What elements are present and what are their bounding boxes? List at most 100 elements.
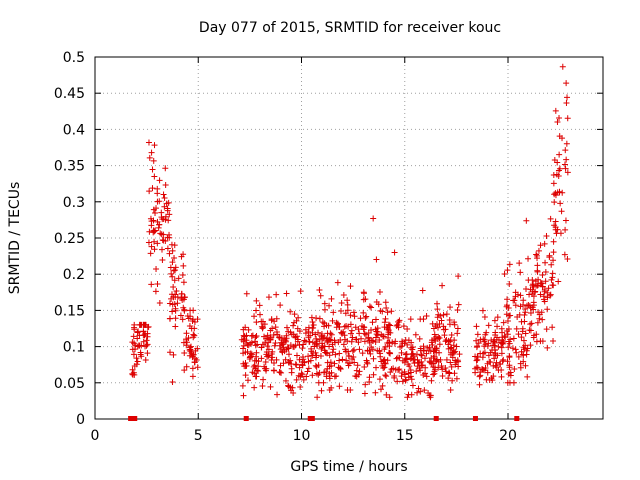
data-point xyxy=(164,205,171,212)
data-point xyxy=(557,230,564,237)
data-point xyxy=(430,325,437,332)
data-point xyxy=(174,300,181,307)
data-point xyxy=(543,326,550,333)
data-point xyxy=(321,306,328,313)
data-point xyxy=(370,355,377,362)
data-point xyxy=(517,292,524,299)
data-point xyxy=(427,359,434,366)
data-point xyxy=(150,229,157,236)
data-point xyxy=(258,323,265,330)
data-point xyxy=(151,142,158,149)
data-point xyxy=(439,366,446,373)
data-point xyxy=(143,342,150,349)
data-point xyxy=(498,344,505,351)
data-point xyxy=(367,350,374,357)
data-point xyxy=(423,313,430,320)
data-point xyxy=(362,381,369,388)
data-point xyxy=(332,351,339,358)
data-point xyxy=(242,372,249,379)
data-point xyxy=(306,338,313,345)
data-point xyxy=(505,305,512,312)
data-point xyxy=(430,371,437,378)
chart-title: Day 077 of 2015, SRMTID for receiver kou… xyxy=(199,20,501,36)
data-point xyxy=(345,362,352,369)
data-point xyxy=(280,360,287,367)
x-tick-label: 20 xyxy=(499,428,517,444)
data-point xyxy=(302,326,309,333)
data-point xyxy=(434,324,441,331)
data-point xyxy=(446,316,453,323)
data-point xyxy=(152,288,159,295)
data-point xyxy=(413,351,420,358)
data-point xyxy=(506,281,513,288)
data-point xyxy=(277,362,284,369)
data-point xyxy=(394,378,401,385)
data-point xyxy=(157,230,164,237)
data-point xyxy=(454,330,461,337)
data-point xyxy=(563,140,570,147)
data-point xyxy=(143,337,150,344)
data-point xyxy=(191,359,198,366)
data-point xyxy=(483,329,490,336)
data-point xyxy=(189,373,196,380)
data-point xyxy=(456,351,463,358)
data-point xyxy=(267,335,274,342)
data-point xyxy=(240,392,247,399)
data-point xyxy=(361,338,368,345)
data-point xyxy=(180,262,187,269)
x-axis-label: GPS time / hours xyxy=(290,459,407,475)
data-point xyxy=(161,195,168,202)
data-point xyxy=(445,341,452,348)
data-point xyxy=(564,169,571,176)
data-point xyxy=(376,288,383,295)
data-point xyxy=(194,316,201,323)
data-point xyxy=(506,354,513,361)
data-point xyxy=(282,377,289,384)
data-point xyxy=(274,391,281,398)
data-point xyxy=(293,352,300,359)
data-point xyxy=(178,295,185,302)
data-point xyxy=(183,342,190,349)
data-point xyxy=(309,318,316,325)
data-point xyxy=(258,355,265,362)
y-tick-label: 0.45 xyxy=(54,86,85,102)
data-point xyxy=(166,300,173,307)
data-point xyxy=(253,319,260,326)
data-point xyxy=(287,308,294,315)
data-point xyxy=(358,335,365,342)
data-point xyxy=(170,351,177,358)
data-point xyxy=(266,336,273,343)
data-point xyxy=(188,343,195,350)
data-point xyxy=(142,357,149,364)
data-point xyxy=(297,384,304,391)
baseline-marker xyxy=(309,416,315,421)
data-point xyxy=(542,259,549,266)
data-point xyxy=(537,291,544,298)
data-point xyxy=(529,282,536,289)
data-point xyxy=(159,236,166,243)
data-point xyxy=(506,362,513,369)
data-point xyxy=(305,358,312,365)
data-point xyxy=(172,293,179,300)
data-point xyxy=(551,222,558,229)
data-point xyxy=(455,301,462,308)
data-point xyxy=(361,364,368,371)
data-point xyxy=(270,331,277,338)
data-point xyxy=(243,290,250,297)
data-point xyxy=(288,360,295,367)
data-point xyxy=(183,363,190,370)
data-point xyxy=(504,331,511,338)
data-point xyxy=(291,343,298,350)
data-point xyxy=(377,350,384,357)
data-point xyxy=(335,339,342,346)
data-point xyxy=(552,190,559,197)
data-point xyxy=(448,363,455,370)
data-point xyxy=(500,319,507,326)
data-point xyxy=(495,336,502,343)
data-point xyxy=(383,373,390,380)
data-point xyxy=(420,347,427,354)
data-point xyxy=(534,262,541,269)
data-point xyxy=(420,372,427,379)
data-point xyxy=(504,317,511,324)
data-point xyxy=(507,336,514,343)
